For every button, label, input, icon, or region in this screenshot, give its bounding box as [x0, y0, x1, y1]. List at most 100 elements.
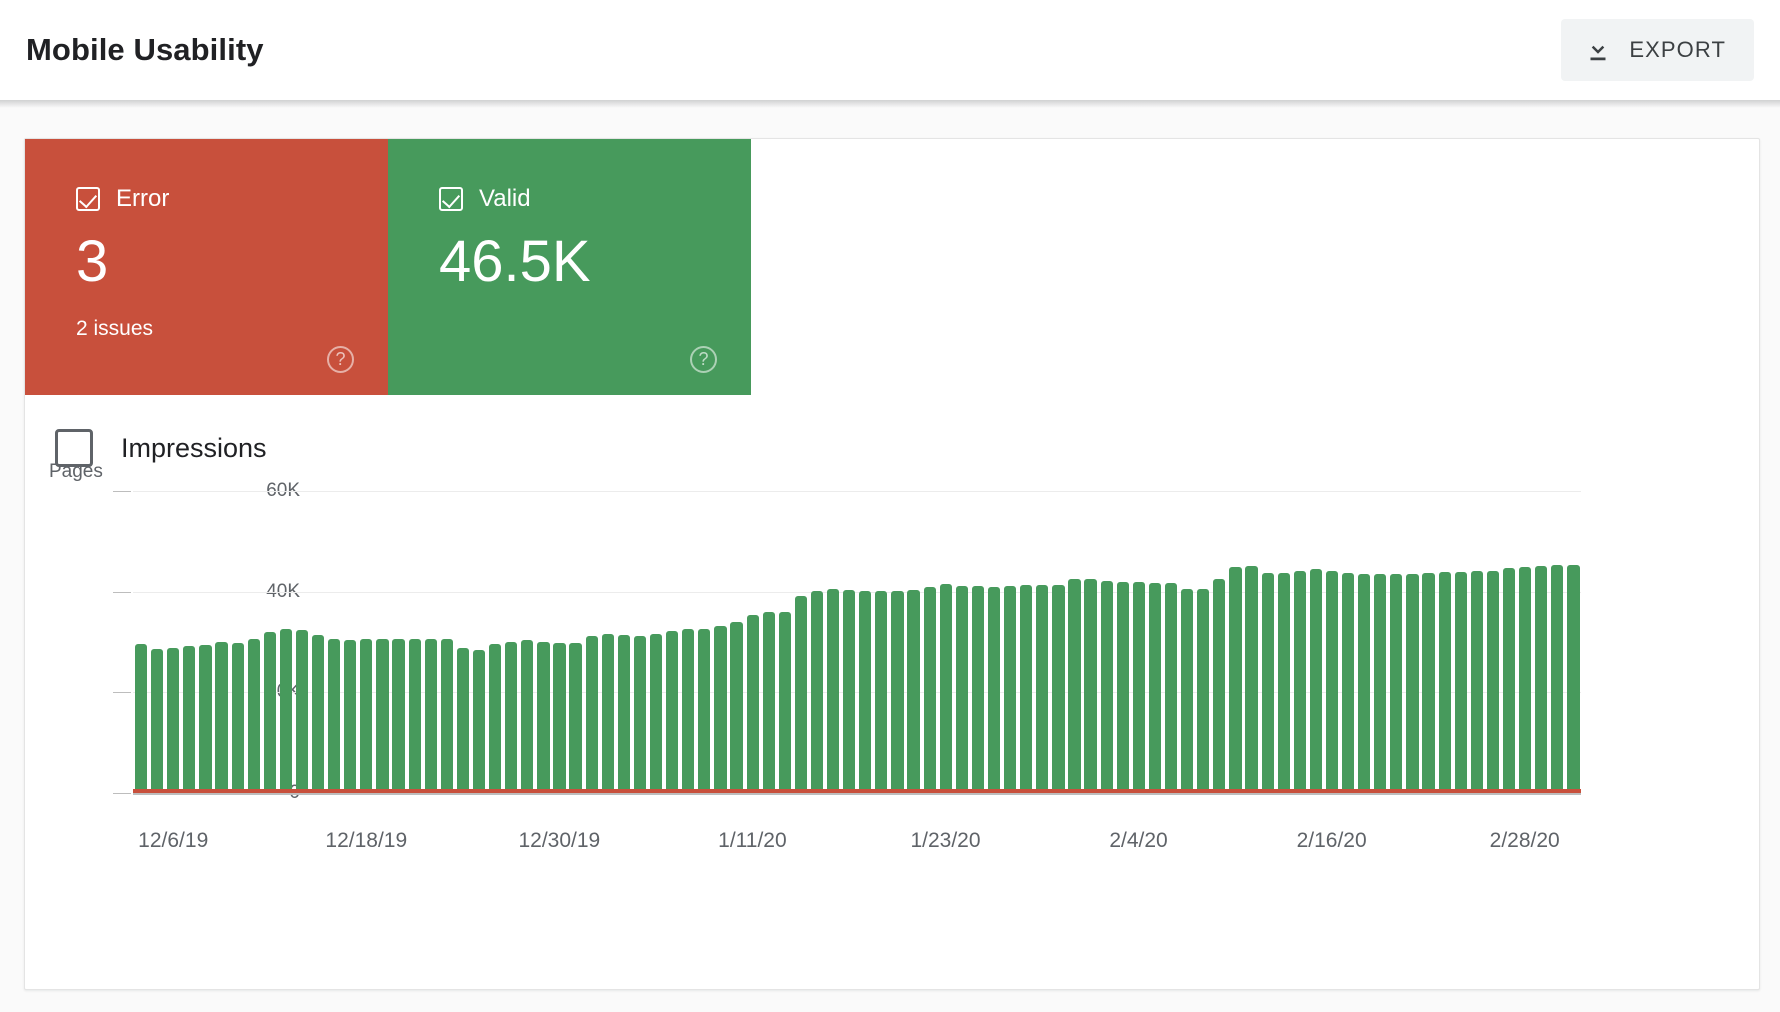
- bar-slot[interactable]: [777, 491, 793, 793]
- bar-slot[interactable]: [600, 491, 616, 793]
- bar-slot[interactable]: [696, 491, 712, 793]
- bar-slot[interactable]: [632, 491, 648, 793]
- bar[interactable]: [183, 645, 196, 793]
- bar[interactable]: [794, 596, 807, 793]
- bar-slot[interactable]: [149, 491, 165, 793]
- bar[interactable]: [1020, 584, 1033, 793]
- bar-slot[interactable]: [1147, 491, 1163, 793]
- bar[interactable]: [1277, 573, 1290, 793]
- error-help-icon[interactable]: ?: [327, 346, 354, 373]
- bar-slot[interactable]: [970, 491, 986, 793]
- bar-slot[interactable]: [407, 491, 423, 793]
- bar-slot[interactable]: [889, 491, 905, 793]
- bar[interactable]: [891, 591, 904, 793]
- bar-slot[interactable]: [664, 491, 680, 793]
- bar[interactable]: [1148, 583, 1162, 793]
- bar[interactable]: [666, 630, 679, 793]
- bar[interactable]: [1164, 582, 1178, 793]
- bar[interactable]: [1325, 571, 1339, 793]
- bar[interactable]: [440, 638, 453, 793]
- valid-checkbox[interactable]: [439, 187, 463, 211]
- bar-slot[interactable]: [761, 491, 777, 793]
- bar[interactable]: [360, 638, 373, 793]
- bar-slot[interactable]: [503, 491, 519, 793]
- bar[interactable]: [1052, 585, 1065, 793]
- bar-slot[interactable]: [1243, 491, 1259, 793]
- bar[interactable]: [633, 636, 647, 793]
- bar[interactable]: [376, 638, 389, 793]
- bar-slot[interactable]: [278, 491, 294, 793]
- bar-slot[interactable]: [1066, 491, 1082, 793]
- bar-slot[interactable]: [1179, 491, 1195, 793]
- bar-slot[interactable]: [648, 491, 664, 793]
- bar-slot[interactable]: [1517, 491, 1533, 793]
- bar-slot[interactable]: [793, 491, 809, 793]
- bar-slot[interactable]: [1453, 491, 1469, 793]
- bar-slot[interactable]: [133, 491, 149, 793]
- bar-slot[interactable]: [938, 491, 954, 793]
- bar-slot[interactable]: [230, 491, 246, 793]
- bar-slot[interactable]: [1485, 491, 1501, 793]
- bar[interactable]: [698, 629, 711, 793]
- bar[interactable]: [1261, 573, 1274, 793]
- bar-slot[interactable]: [1308, 491, 1324, 793]
- bar-slot[interactable]: [712, 491, 728, 793]
- bar-slot[interactable]: [1050, 491, 1066, 793]
- bar[interactable]: [1036, 585, 1049, 793]
- bar-slot[interactable]: [262, 491, 278, 793]
- bar-slot[interactable]: [294, 491, 310, 793]
- bar[interactable]: [778, 611, 791, 793]
- bar-slot[interactable]: [745, 491, 761, 793]
- bar[interactable]: [553, 643, 566, 793]
- bar[interactable]: [843, 590, 856, 793]
- bar-slot[interactable]: [342, 491, 358, 793]
- bar[interactable]: [1132, 581, 1145, 793]
- bar-slot[interactable]: [986, 491, 1002, 793]
- bar[interactable]: [1438, 572, 1451, 793]
- bar-slot[interactable]: [809, 491, 825, 793]
- bar-slot[interactable]: [391, 491, 407, 793]
- bar[interactable]: [328, 639, 341, 793]
- bar[interactable]: [279, 628, 292, 793]
- bar[interactable]: [649, 634, 663, 793]
- bar[interactable]: [215, 641, 228, 793]
- bar-slot[interactable]: [1115, 491, 1131, 793]
- bar-slot[interactable]: [1388, 491, 1404, 793]
- bar-slot[interactable]: [1549, 491, 1565, 793]
- bar[interactable]: [1100, 581, 1113, 793]
- bar-slot[interactable]: [1034, 491, 1050, 793]
- bar-slot[interactable]: [181, 491, 197, 793]
- bar-slot[interactable]: [487, 491, 503, 793]
- bar[interactable]: [295, 630, 309, 793]
- bar[interactable]: [971, 586, 985, 793]
- bar[interactable]: [392, 638, 405, 793]
- bar-slot[interactable]: [358, 491, 374, 793]
- valid-help-icon[interactable]: ?: [690, 346, 717, 373]
- bar-slot[interactable]: [213, 491, 229, 793]
- bar[interactable]: [1567, 564, 1580, 793]
- bar[interactable]: [1341, 573, 1355, 793]
- bar[interactable]: [1213, 579, 1226, 793]
- bar-slot[interactable]: [423, 491, 439, 793]
- bar-slot[interactable]: [616, 491, 632, 793]
- bar[interactable]: [601, 633, 614, 793]
- bar-slot[interactable]: [374, 491, 390, 793]
- bar[interactable]: [424, 639, 437, 793]
- bar[interactable]: [1374, 574, 1387, 793]
- bar[interactable]: [730, 621, 743, 793]
- bar[interactable]: [1406, 573, 1419, 793]
- bar[interactable]: [923, 586, 936, 793]
- bar[interactable]: [263, 632, 276, 793]
- bar[interactable]: [1454, 571, 1467, 793]
- bar[interactable]: [1470, 570, 1483, 793]
- bar[interactable]: [537, 641, 550, 793]
- bar-slot[interactable]: [1340, 491, 1356, 793]
- bar[interactable]: [167, 647, 180, 793]
- bar[interactable]: [231, 643, 244, 793]
- bar[interactable]: [955, 585, 968, 793]
- bar[interactable]: [151, 649, 164, 793]
- bar-slot[interactable]: [310, 491, 326, 793]
- bar[interactable]: [1245, 565, 1258, 793]
- bar[interactable]: [1068, 579, 1081, 793]
- bar[interactable]: [344, 640, 357, 793]
